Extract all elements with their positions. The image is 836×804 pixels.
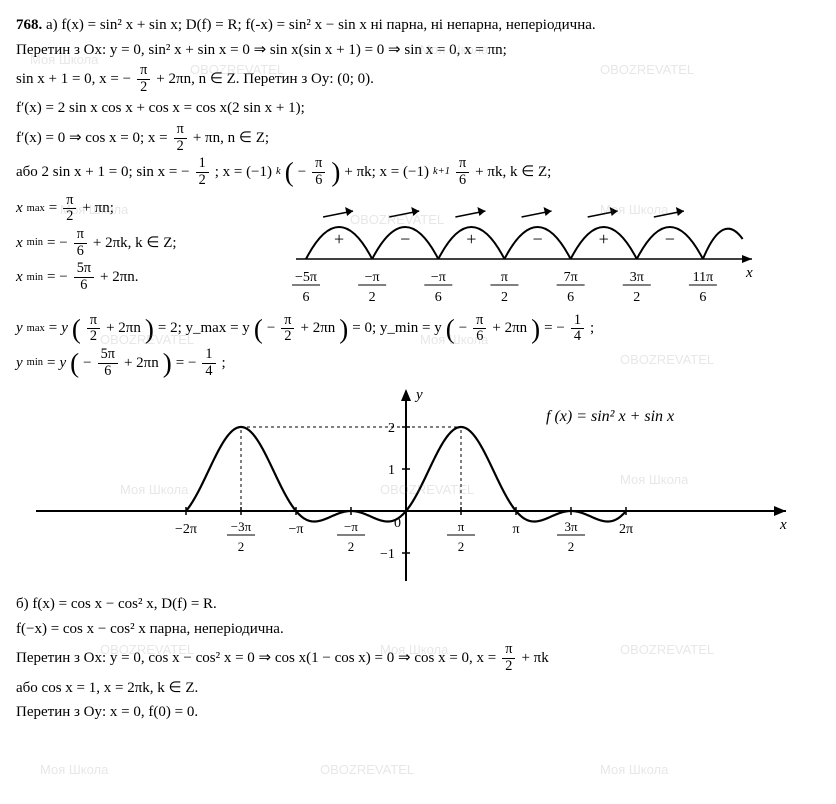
svg-text:−: − [400,229,410,249]
xmin2: xmin = − 5π6 + 2πn. [16,261,276,293]
svg-text:7π: 7π [564,270,578,285]
svg-text:3π: 3π [630,270,644,285]
part-a-header: 768. а) f(x) = sin² x + sin x; D(f) = R;… [16,14,820,37]
svg-text:−2π: −2π [175,522,197,537]
svg-text:11π: 11π [693,270,714,285]
sin-eq: sin x + 1 = 0, x = − π2 + 2πn, n ∈ Z. Пе… [16,63,820,95]
svg-text:π: π [458,519,465,534]
problem-number: 768. [16,17,42,33]
svg-text:−3π: −3π [231,519,252,534]
ymin-line: ymin = y (−5π6 + 2πn) = − 14 ; [16,347,820,379]
or-line: або 2 sin x + 1 = 0; sin x = − 12 ; x = … [16,156,820,188]
part-b-oy: Перетин з Oy: x = 0, f(0) = 0. [16,701,820,724]
extrema-and-sign: xmax = π2 + πn; xmin = − π6 + 2πk, k ∈ Z… [16,191,820,311]
svg-text:−π: −π [344,519,358,534]
svg-text:6: 6 [435,290,442,305]
part-b-ox: Перетин з Ox: y = 0, cos x − cos² x = 0 … [16,642,820,674]
svg-text:π: π [501,270,508,285]
frac-pi-2: π2 [137,63,150,95]
svg-text:2: 2 [633,290,640,305]
svg-text:+: + [334,229,344,249]
part-b-header: б) f(x) = cos x − cos² x, D(f) = R. [16,593,820,616]
svg-text:−π: −π [289,522,304,537]
derivative: f′(x) = 2 sin x cos x + cos x = cos x(2 … [16,97,820,120]
svg-text:6: 6 [699,290,706,305]
svg-text:−: − [665,229,675,249]
svg-text:2: 2 [388,421,395,436]
sign-diagram: x −5π 6 −π 2 −π 6 π 2 7π 6 3π 2 11π 6 + − + − + − [286,191,756,311]
function-graph: yx012−1−2π−3π2−π−π2π2π3π22πf (x) = sin² … [16,381,796,591]
svg-text:6: 6 [303,290,310,305]
svg-text:2: 2 [238,539,245,554]
part-b-parity: f(−x) = cos x − cos² x парна, неперіодич… [16,618,820,641]
svg-text:y: y [414,387,423,403]
xmin1: xmin = − π6 + 2πk, k ∈ Z; [16,227,276,259]
svg-text:+: + [466,229,476,249]
svg-text:+: + [599,229,609,249]
svg-text:−π: −π [365,270,380,285]
svg-text:2: 2 [458,539,465,554]
svg-text:−π: −π [431,270,446,285]
svg-text:2: 2 [568,539,575,554]
svg-text:2: 2 [501,290,508,305]
svg-text:x: x [779,517,787,533]
ymax-line: ymax = y (π2 + 2πn) = 2; y_max = y (−π2 … [16,313,820,345]
svg-text:2π: 2π [619,522,633,537]
svg-text:6: 6 [567,290,574,305]
xmax: xmax = π2 + πn; [16,193,276,225]
svg-text:π: π [512,522,519,537]
svg-text:x: x [745,265,753,281]
svg-text:3π: 3π [564,519,578,534]
svg-text:2: 2 [348,539,355,554]
svg-text:−5π: −5π [295,270,317,285]
svg-text:f (x) = sin² x + sin x: f (x) = sin² x + sin x [546,408,674,425]
svg-text:−: − [532,229,542,249]
part-b-or: або cos x = 1, x = 2πk, k ∈ Z. [16,677,820,700]
svg-text:−1: −1 [380,547,395,562]
svg-text:2: 2 [369,290,376,305]
svg-text:1: 1 [388,463,395,478]
ox-intersect: Перетин з Ox: y = 0, sin² x + sin x = 0 … [16,39,820,62]
deriv-zero: f′(x) = 0 ⇒ cos x = 0; x = π2 + πn, n ∈ … [16,122,820,154]
